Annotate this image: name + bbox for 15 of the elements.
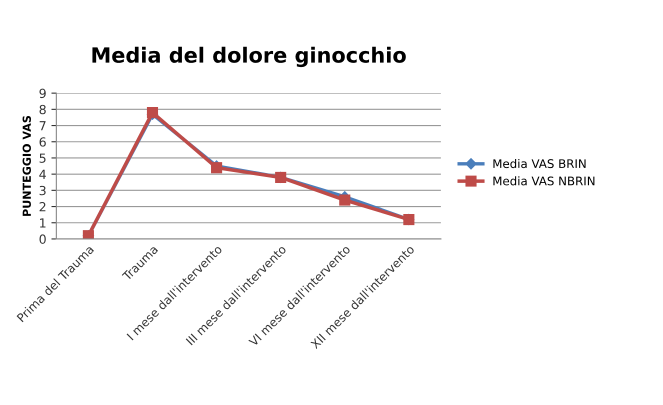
legend-label: Media VAS BRIN	[493, 158, 586, 168]
y-tick-label: 7	[40, 121, 46, 130]
point	[339, 194, 350, 206]
y-tick-label: 8	[40, 104, 46, 114]
y-tick-label: 0	[40, 234, 46, 244]
y-tick-label: 6	[40, 137, 46, 147]
y-tick-label: 3	[40, 186, 46, 196]
y-tick-label: 1	[40, 218, 46, 228]
y-tick-label: 9	[39, 88, 46, 98]
y-tick-label: 2	[40, 202, 46, 212]
y-tick-label: 4	[39, 170, 46, 179]
legend-label: Media VAS NBRIN	[493, 176, 594, 186]
y-axis-title: PUNTEGGIO VAS	[22, 116, 31, 216]
y-tick-label: 5	[40, 154, 46, 163]
chart-title: Media del dolore ginocchio	[92, 46, 406, 68]
